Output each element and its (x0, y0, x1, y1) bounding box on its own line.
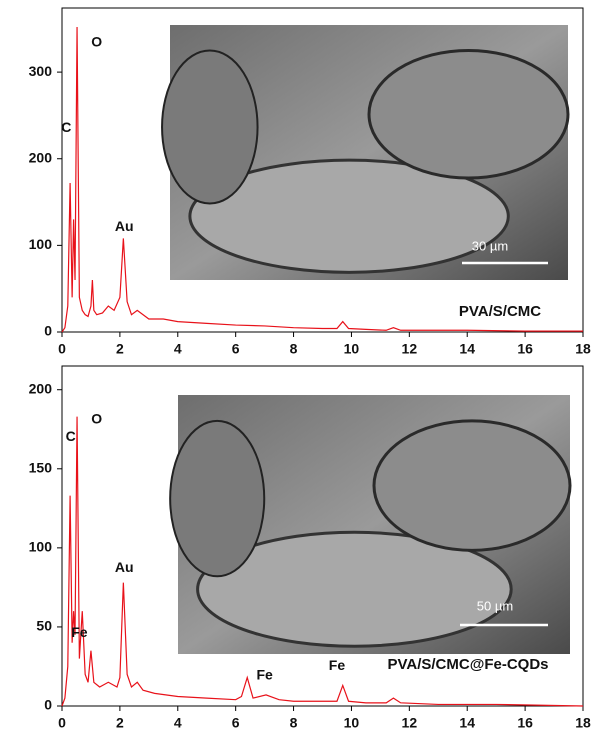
sem-inset (169, 395, 572, 654)
x-tick-label: 18 (575, 341, 591, 357)
peak-label: C (66, 428, 76, 444)
plot-frame (61, 365, 584, 707)
inset-label: PVA/S/CMC (459, 303, 541, 320)
x-tick-label: 12 (402, 341, 418, 357)
x-tick-label: 8 (290, 715, 298, 731)
y-tick-label: 100 (29, 539, 53, 555)
y-tick-label: 100 (29, 236, 53, 252)
peak-label: C (61, 119, 71, 135)
peak-label: O (91, 33, 102, 49)
peak-label: Fe (256, 667, 273, 683)
x-tick-label: 14 (459, 715, 475, 731)
y-tick-label: 0 (44, 697, 52, 713)
x-tick-label: 10 (344, 341, 360, 357)
peak-label: Fe (71, 624, 88, 640)
x-tick-label: 18 (575, 715, 591, 731)
x-tick-label: 4 (174, 715, 182, 731)
x-tick-label: 6 (232, 715, 240, 731)
x-tick-label: 2 (116, 341, 124, 357)
peak-label: O (91, 410, 102, 426)
sem-feature (367, 49, 570, 180)
x-tick-label: 0 (58, 715, 66, 731)
plot-frame (61, 7, 584, 333)
inset-label: PVA/S/CMC@Fe-CQDs (387, 656, 548, 673)
x-tick-label: 10 (344, 715, 360, 731)
sem-feature (196, 530, 513, 648)
peak-label: Fe (329, 657, 346, 673)
scale-bar-label: 30 µm (472, 238, 508, 253)
x-tick-label: 4 (174, 341, 182, 357)
sem-feature (161, 49, 259, 205)
y-tick-label: 0 (44, 323, 52, 339)
x-tick-label: 8 (290, 341, 298, 357)
x-tick-label: 14 (459, 341, 475, 357)
sem-feature (188, 158, 510, 274)
spectrum-line (61, 416, 584, 707)
x-tick-label: 2 (116, 715, 124, 731)
x-tick-label: 16 (517, 715, 533, 731)
peak-label: Au (115, 559, 134, 575)
y-tick-label: 200 (29, 380, 53, 396)
x-tick-label: 16 (517, 341, 533, 357)
sem-inset (161, 25, 570, 280)
sem-feature (372, 419, 572, 552)
sem-feature (169, 419, 266, 578)
x-tick-label: 6 (232, 341, 240, 357)
x-tick-label: 0 (58, 341, 66, 357)
peak-label: Au (115, 218, 134, 234)
y-tick-label: 300 (29, 63, 53, 79)
x-tick-label: 12 (402, 715, 418, 731)
scale-bar-label: 50 µm (477, 598, 513, 613)
y-tick-label: 50 (36, 618, 52, 634)
spectrum-line (61, 27, 583, 333)
y-tick-label: 200 (29, 149, 53, 165)
y-tick-label: 150 (29, 459, 53, 475)
